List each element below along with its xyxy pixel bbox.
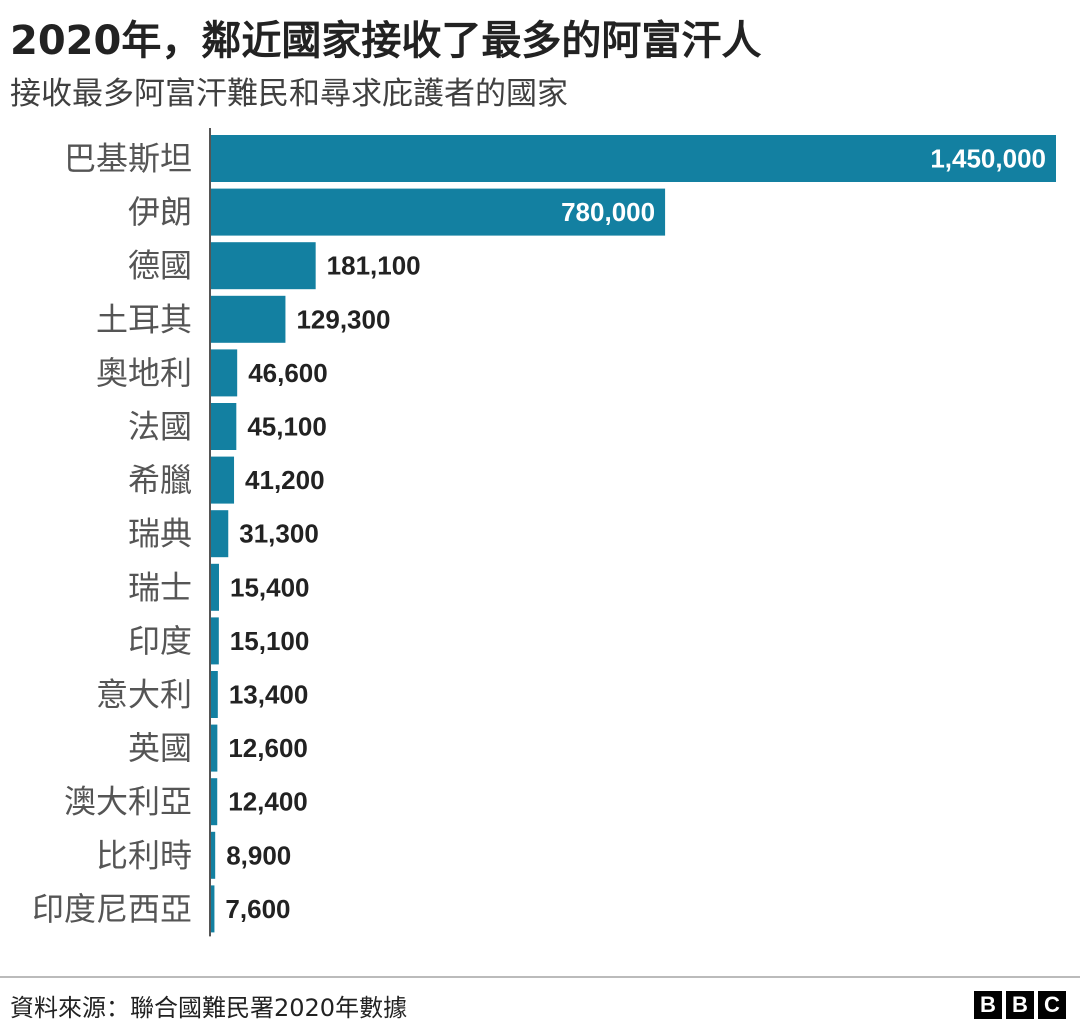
data-label: 181,100 xyxy=(327,251,421,281)
bar xyxy=(210,242,316,290)
data-label: 12,400 xyxy=(228,787,308,817)
category-label: 印度尼西亞 xyxy=(32,890,192,928)
bar xyxy=(210,295,286,343)
logo-letter-b2: B xyxy=(1006,991,1034,1019)
category-label: 希臘 xyxy=(128,461,192,499)
data-label: 8,900 xyxy=(226,840,291,870)
bar xyxy=(210,403,237,450)
data-label: 7,600 xyxy=(225,894,290,924)
category-label: 比利時 xyxy=(96,836,192,874)
category-label: 意大利 xyxy=(96,676,192,714)
data-label: 129,300 xyxy=(296,304,390,334)
category-label: 土耳其 xyxy=(96,300,192,338)
chart-subtitle: 接收最多阿富汗難民和尋求庇護者的國家 xyxy=(10,76,568,112)
data-label: 41,200 xyxy=(245,465,325,495)
bar xyxy=(210,617,219,665)
bar xyxy=(210,724,218,772)
footer-divider xyxy=(0,976,1080,978)
logo-letter-c: C xyxy=(1038,991,1066,1019)
category-label: 德國 xyxy=(128,247,192,285)
bar xyxy=(210,135,1056,182)
bar xyxy=(210,671,218,718)
bbc-logo: B B C xyxy=(974,991,1066,1019)
category-label: 瑞典 xyxy=(128,515,192,553)
data-label: 15,100 xyxy=(230,626,310,656)
data-label: 15,400 xyxy=(230,572,310,602)
bar-chart: 巴基斯坦 1,450,000 伊朗 780,000 德國 181,100 土耳其 129,30… xyxy=(32,128,1056,937)
data-label: 1,450,000 xyxy=(930,144,1046,174)
bar xyxy=(210,831,216,879)
data-label: 46,600 xyxy=(248,358,328,388)
bar xyxy=(210,188,666,236)
logo-letter-b1: B xyxy=(974,991,1002,1019)
data-label: 31,300 xyxy=(239,519,319,549)
category-label: 巴基斯坦 xyxy=(64,140,192,178)
data-label: 45,100 xyxy=(247,412,327,442)
data-label: 12,600 xyxy=(228,733,308,763)
bar xyxy=(210,778,218,826)
source-note: 資料來源：聯合國難民署2020年數據 xyxy=(10,994,408,1022)
category-label: 伊朗 xyxy=(128,193,192,231)
category-label: 瑞士 xyxy=(128,568,192,606)
category-label: 英國 xyxy=(128,729,192,767)
category-label: 法國 xyxy=(128,408,192,446)
chart-title: 2020年，鄰近國家接收了最多的阿富汗人 xyxy=(10,18,762,64)
data-label: 13,400 xyxy=(229,680,309,710)
bar xyxy=(210,510,229,558)
bar xyxy=(210,885,215,933)
category-label: 澳大利亞 xyxy=(64,783,192,821)
category-label: 印度 xyxy=(128,622,192,660)
category-label: 奧地利 xyxy=(96,354,192,392)
bar xyxy=(210,456,235,504)
data-label: 780,000 xyxy=(561,197,655,227)
bar xyxy=(210,349,238,397)
bar xyxy=(210,563,219,611)
